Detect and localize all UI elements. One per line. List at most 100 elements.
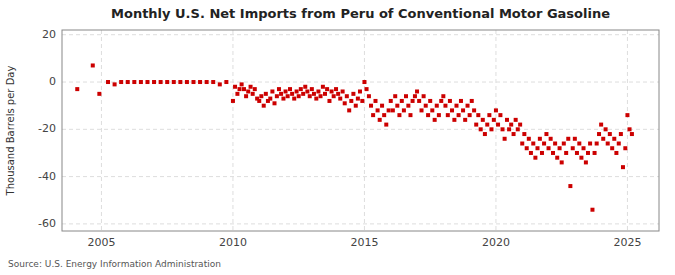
- point: [393, 94, 397, 98]
- point: [549, 137, 553, 141]
- point: [450, 108, 454, 112]
- point: [564, 151, 568, 155]
- point: [623, 146, 627, 150]
- point: [575, 151, 579, 155]
- point: [430, 108, 434, 112]
- point: [378, 118, 382, 122]
- point: [251, 92, 255, 96]
- point: [262, 104, 266, 108]
- point: [544, 132, 548, 136]
- point: [514, 118, 518, 122]
- point: [459, 99, 463, 103]
- y-tick-label: -60: [38, 217, 56, 230]
- point: [242, 87, 246, 91]
- point: [159, 80, 163, 84]
- x-grid-line: [495, 30, 496, 231]
- point: [224, 80, 228, 84]
- point: [579, 156, 583, 160]
- point: [496, 123, 500, 127]
- point: [408, 113, 412, 117]
- point: [391, 108, 395, 112]
- point: [233, 85, 237, 89]
- point: [577, 142, 581, 146]
- point: [126, 80, 130, 84]
- point: [413, 94, 417, 98]
- point: [321, 85, 325, 89]
- source-note: Source: U.S. Energy Information Administ…: [8, 259, 221, 269]
- point: [492, 118, 496, 122]
- point: [454, 104, 458, 108]
- point: [238, 87, 242, 91]
- point: [240, 82, 244, 86]
- point: [415, 89, 419, 93]
- point: [292, 97, 296, 101]
- point: [402, 108, 406, 112]
- point: [424, 104, 428, 108]
- point: [463, 118, 467, 122]
- point: [376, 108, 380, 112]
- point: [259, 94, 263, 98]
- point: [387, 108, 391, 112]
- point: [400, 99, 404, 103]
- point: [97, 92, 101, 96]
- point: [538, 137, 542, 141]
- point: [132, 80, 136, 84]
- point: [343, 101, 347, 105]
- point: [608, 132, 612, 136]
- y-tick-label: -20: [38, 122, 56, 135]
- point: [590, 208, 594, 212]
- point: [371, 113, 375, 117]
- point: [619, 132, 623, 136]
- y-grid-line: [62, 129, 659, 130]
- point: [249, 85, 253, 89]
- point: [277, 87, 281, 91]
- point: [338, 97, 342, 101]
- x-tick-label: 2010: [219, 236, 247, 249]
- point: [417, 99, 421, 103]
- point: [253, 87, 257, 91]
- point: [316, 89, 320, 93]
- point: [314, 97, 318, 101]
- point: [319, 94, 323, 98]
- point: [494, 108, 498, 112]
- point: [288, 87, 292, 91]
- point: [75, 87, 79, 91]
- point: [349, 99, 353, 103]
- x-tick-label: 2015: [350, 236, 378, 249]
- point: [106, 80, 110, 84]
- point: [275, 94, 279, 98]
- point: [332, 94, 336, 98]
- point: [522, 132, 526, 136]
- point: [551, 151, 555, 155]
- point: [625, 113, 629, 117]
- point: [452, 118, 456, 122]
- point: [347, 108, 351, 112]
- point: [420, 108, 424, 112]
- point: [505, 118, 509, 122]
- point: [341, 89, 345, 93]
- tick-labels: -60-40-2002020052010201520202025: [38, 28, 641, 249]
- point: [441, 94, 445, 98]
- point: [295, 89, 299, 93]
- point: [621, 165, 625, 169]
- point: [468, 113, 472, 117]
- point: [191, 80, 195, 84]
- point: [185, 80, 189, 84]
- y-grid-line: [62, 82, 659, 83]
- point: [308, 94, 312, 98]
- point: [446, 113, 450, 117]
- point: [273, 101, 277, 105]
- point: [244, 94, 248, 98]
- point: [301, 92, 305, 96]
- point: [428, 99, 432, 103]
- point: [119, 80, 123, 84]
- point: [345, 94, 349, 98]
- point: [284, 89, 288, 93]
- point: [91, 63, 95, 67]
- points: [75, 63, 634, 211]
- x-grid-line: [101, 30, 102, 231]
- x-tick-label: 2020: [482, 236, 510, 249]
- point: [529, 151, 533, 155]
- y-axis-label: Thousand Barrels per Day: [5, 66, 16, 197]
- point: [457, 113, 461, 117]
